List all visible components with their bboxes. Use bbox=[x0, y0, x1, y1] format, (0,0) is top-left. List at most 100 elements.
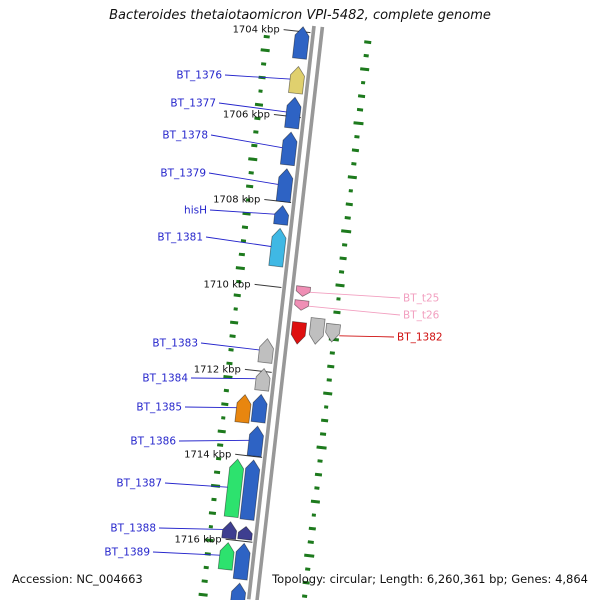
feature-dash-left bbox=[253, 130, 259, 134]
feature-dash-left bbox=[198, 592, 208, 597]
scale-tick-label: 1716 kbp bbox=[174, 534, 221, 545]
feature-dash-left bbox=[241, 225, 249, 230]
feature-dash-right bbox=[311, 513, 316, 517]
feature-dash-right bbox=[347, 175, 357, 180]
feature-dash-right bbox=[339, 256, 347, 261]
gene-label-BT_1377[interactable]: BT_1377 bbox=[170, 98, 216, 110]
feature-dash-right bbox=[351, 148, 360, 153]
feature-dash-left bbox=[204, 552, 211, 556]
gene-label-leader bbox=[218, 102, 287, 113]
gene-label-leader bbox=[205, 236, 272, 247]
gene-arrow-BT_1378[interactable] bbox=[279, 131, 298, 167]
gene-arrow-gray-right-1[interactable] bbox=[308, 317, 326, 345]
feature-dash-right bbox=[356, 107, 364, 112]
gene-label-BT_t25[interactable]: BT_t25 bbox=[403, 293, 439, 305]
gene-label-BT_1385[interactable]: BT_1385 bbox=[136, 402, 182, 414]
feature-dash-left bbox=[217, 443, 224, 447]
gene-label-leader bbox=[200, 342, 260, 351]
gene-label-leader bbox=[152, 551, 220, 556]
gene-arrow-hisH[interactable] bbox=[273, 204, 290, 226]
feature-dash-right bbox=[342, 243, 348, 247]
feature-dash-right bbox=[360, 67, 370, 72]
gene-label-BT_1378[interactable]: BT_1378 bbox=[162, 130, 208, 142]
gene-label-BT_1386[interactable]: BT_1386 bbox=[130, 436, 176, 448]
feature-dash-left bbox=[223, 388, 229, 393]
feature-dash-right bbox=[308, 526, 316, 531]
gene-label-BT_1382[interactable]: BT_1382 bbox=[397, 332, 443, 344]
gene-arrow-BT_1386[interactable] bbox=[246, 425, 264, 458]
feature-dash-right bbox=[316, 445, 327, 450]
feature-dash-left bbox=[260, 48, 270, 53]
gene-label-leader bbox=[164, 482, 228, 488]
gene-arrow-BT_1389[interactable] bbox=[217, 541, 235, 571]
feature-dash-left bbox=[205, 538, 214, 543]
feature-dash-left bbox=[258, 89, 263, 93]
gene-label-BT_1387[interactable]: BT_1387 bbox=[116, 478, 162, 490]
feature-dash-right bbox=[364, 40, 372, 45]
map-title: Bacteroides thetaiotaomicron VPI-5482, c… bbox=[109, 8, 491, 23]
feature-dash-right bbox=[336, 297, 341, 301]
gene-arrow-BT_1388[interactable] bbox=[221, 521, 238, 540]
feature-dash-right bbox=[304, 553, 315, 558]
gene-arrow-BT_1376[interactable] bbox=[288, 65, 305, 95]
feature-dash-right bbox=[335, 283, 345, 288]
scale-tick-label: 1714 kbp bbox=[184, 449, 231, 460]
gene-label-leader bbox=[178, 439, 249, 442]
gene-arrow-BT_1385[interactable] bbox=[234, 393, 252, 424]
feature-dash-left bbox=[213, 470, 221, 475]
feature-dash-right bbox=[341, 229, 352, 234]
feature-dash-left bbox=[261, 62, 267, 66]
gene-arrow-blue-left-1[interactable] bbox=[250, 393, 268, 424]
gene-label-BT_1379[interactable]: BT_1379 bbox=[160, 168, 206, 180]
gene-label-leader bbox=[339, 335, 395, 338]
gene-arrow-blue-left-3[interactable] bbox=[232, 542, 251, 581]
feature-dash-left bbox=[248, 171, 254, 175]
feature-dash-right bbox=[305, 567, 311, 571]
feature-dash-left bbox=[240, 239, 247, 243]
status-accession: Accession: NC_004663 bbox=[12, 572, 143, 586]
feature-dash-left bbox=[221, 402, 229, 407]
gene-label-hisH[interactable]: hisH bbox=[184, 205, 207, 217]
gene-label-BT_1388[interactable]: BT_1388 bbox=[110, 523, 156, 535]
feature-dash-right bbox=[348, 189, 353, 193]
gene-arrow-BT_1379[interactable] bbox=[275, 168, 294, 203]
gene-label-leader bbox=[209, 209, 275, 215]
gene-arrow-BT_1377[interactable] bbox=[284, 96, 302, 130]
gene-label-BT_1376[interactable]: BT_1376 bbox=[176, 70, 222, 82]
feature-dash-left bbox=[238, 252, 245, 257]
feature-dash-right bbox=[314, 472, 323, 477]
feature-dash-left bbox=[251, 143, 258, 148]
feature-dash-left bbox=[208, 525, 213, 529]
gene-label-BT_1384[interactable]: BT_1384 bbox=[142, 373, 188, 385]
gene-label-leader bbox=[190, 377, 256, 380]
status-summary: Topology: circular; Length: 6,260,361 bp… bbox=[272, 572, 588, 586]
gene-arrow-BT_1387[interactable] bbox=[223, 458, 245, 519]
gene-label-BT_1383[interactable]: BT_1383 bbox=[152, 338, 198, 350]
gene-arrow-BT_t25[interactable] bbox=[295, 285, 312, 297]
gene-arrow-top-blue[interactable] bbox=[292, 26, 310, 60]
feature-dash-left bbox=[254, 116, 261, 121]
gene-label-BT_1389[interactable]: BT_1389 bbox=[104, 547, 150, 559]
gene-arrow-BT_1381[interactable] bbox=[268, 227, 287, 268]
feature-dash-right bbox=[353, 121, 364, 126]
gene-arrow-gray-right-2[interactable] bbox=[325, 322, 342, 343]
feature-dash-left bbox=[245, 198, 251, 202]
feature-dash-left bbox=[233, 293, 241, 298]
feature-dash-right bbox=[345, 202, 353, 207]
gene-arrow-BT_t26[interactable] bbox=[294, 299, 310, 311]
feature-dash-right bbox=[302, 594, 308, 598]
gene-label-BT_1381[interactable]: BT_1381 bbox=[157, 232, 203, 244]
genome-backbone-line bbox=[246, 25, 316, 600]
gene-arrow-BT_1384[interactable] bbox=[254, 367, 271, 392]
gene-arrow-BT_1382[interactable] bbox=[290, 321, 308, 345]
gene-arrow-BT_1383[interactable] bbox=[257, 338, 274, 364]
gene-label-leader bbox=[184, 406, 237, 409]
feature-dash-left bbox=[226, 361, 233, 366]
gene-arrow-navy-left-1[interactable] bbox=[237, 525, 253, 541]
scale-tick-label: 1708 kbp bbox=[213, 195, 260, 206]
gene-label-BT_t26[interactable]: BT_t26 bbox=[403, 310, 440, 322]
gene-arrow-blue-left-2[interactable] bbox=[239, 459, 261, 521]
gene-arrow-blue-left-4[interactable] bbox=[230, 582, 247, 600]
feature-dash-right bbox=[333, 310, 341, 315]
